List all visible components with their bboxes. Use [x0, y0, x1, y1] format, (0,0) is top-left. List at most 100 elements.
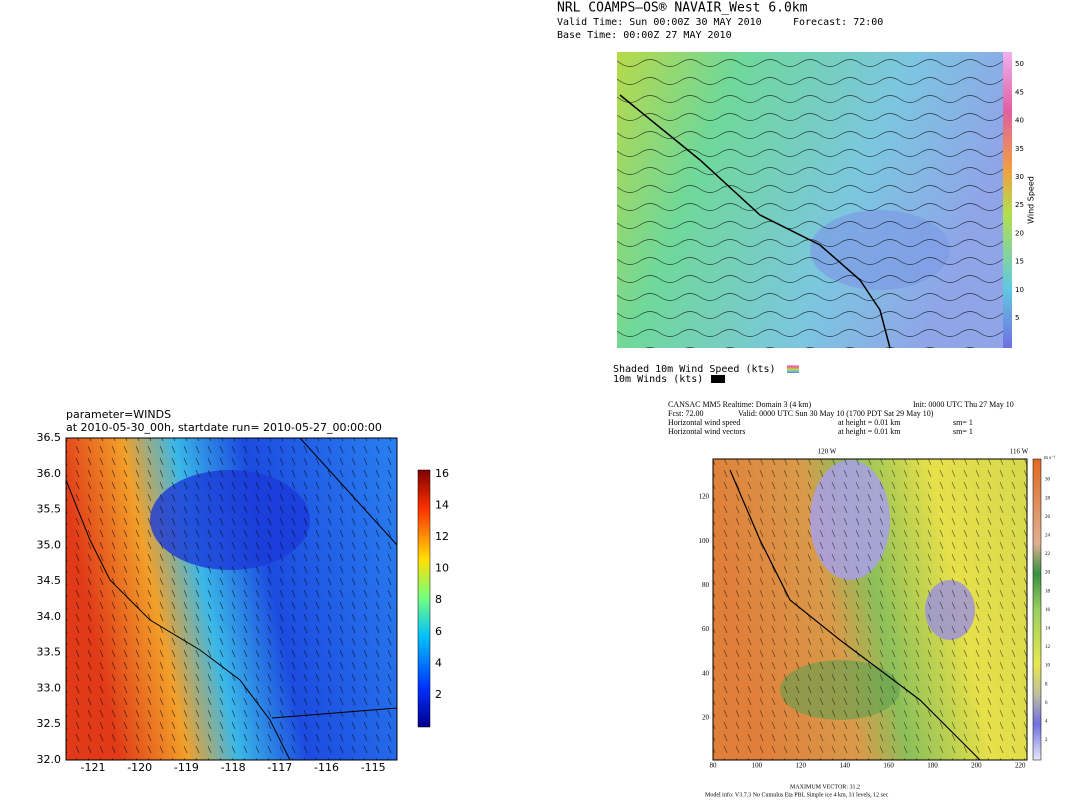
y-tick-label: 60 — [702, 625, 710, 633]
y-tick-label: 35.0 — [37, 538, 62, 551]
colorbar-tick-label: 6 — [1045, 701, 1048, 706]
header-text: Init: 0000 UTC Thu 27 May 10 — [913, 400, 1014, 409]
x-tick-label: 100 — [752, 762, 763, 770]
y-tick-label: 40 — [702, 669, 710, 677]
colorbar-tick-label: 40 — [1015, 117, 1024, 125]
y-tick-label: 20 — [702, 714, 710, 722]
coamps-base: Base Time: 00:00Z 27 MAY 2010 — [557, 30, 732, 41]
x-tick-label: -121 — [81, 761, 106, 774]
colorbar-tick-label: 12 — [435, 530, 449, 543]
coastline — [619, 94, 891, 349]
header-text: sm= 1 — [953, 427, 973, 436]
y-tick-label: 32.0 — [37, 753, 62, 766]
colorbar-tick-label: 6 — [435, 625, 442, 638]
y-tick-label: 32.5 — [37, 717, 62, 730]
x-tick-label: 80 — [710, 762, 718, 770]
colorbar-tick-label: 2 — [435, 688, 442, 701]
legend-swatch — [787, 365, 799, 373]
colorbar-tick-label: 26 — [1045, 515, 1051, 520]
y-tick-label: 33.0 — [37, 681, 62, 694]
colorbar-tick-label: 16 — [435, 467, 449, 480]
x-tick-label: 160 — [883, 762, 894, 770]
colorbar-tick-label: 5 — [1015, 314, 1019, 322]
x-tick-label: -117 — [267, 761, 292, 774]
colorbar-tick-label: 15 — [1015, 258, 1024, 266]
colorbar-tick-label: 20 — [1015, 229, 1024, 237]
x-tick-label: 140 — [839, 762, 850, 770]
lon-label: 120 W — [818, 448, 837, 456]
colorbar-tick-label: 24 — [1045, 534, 1051, 539]
colorbar-tick-label: 28 — [1045, 496, 1051, 501]
wrf-panel: parameter=WINDS at 2010-05-30_00h, start… — [37, 408, 450, 774]
colorbar-label: Wind Speed — [1027, 176, 1036, 224]
colorbar-tick-label: 22 — [1045, 552, 1051, 557]
y-tick-label: 33.5 — [37, 646, 62, 659]
legend-text: Shaded 10m Wind Speed (kts) — [613, 364, 776, 375]
legend-text: 10m Winds (kts) — [613, 374, 703, 385]
header-text: Valid: 0000 UTC Sun 30 May 10 (1700 PDT … — [738, 409, 934, 418]
y-tick-label: 35.5 — [37, 503, 62, 516]
header-text: sm= 1 — [953, 418, 973, 427]
x-tick-label: -116 — [314, 761, 339, 774]
footer-text: Model info: V3.7.3 No Cumulus Eta PBL Si… — [705, 791, 889, 798]
colorbar-tick-label: 45 — [1015, 88, 1024, 96]
header-text: at height = 0.01 km — [838, 418, 901, 427]
mm5-panel: CANSAC MM5 Realtime: Domain 3 (4 km) Init… — [668, 400, 1056, 799]
coamps-forecast: Forecast: 72:00 — [793, 17, 883, 28]
wind-vectors — [66, 438, 397, 760]
colorbar-tick-label: 10 — [1015, 286, 1024, 294]
wrf-subtitle: at 2010-05-30_00h, startdate run= 2010-0… — [66, 421, 382, 434]
header-text: Horizontal wind speed — [668, 418, 740, 427]
wind-vectors — [713, 459, 1027, 760]
border — [271, 437, 398, 719]
x-tick-label: 220 — [1015, 762, 1026, 770]
colorbar-tick-label: 16 — [1045, 608, 1051, 613]
y-tick-label: 120 — [699, 493, 710, 501]
colorbar-tick-label: 10 — [435, 562, 449, 575]
plot-frame — [65, 437, 398, 761]
streamlines — [617, 52, 1003, 348]
colorbar-tick-label: 50 — [1015, 60, 1024, 68]
header-text: Horizontal wind vectors — [668, 427, 745, 436]
x-tick-label: -120 — [127, 761, 152, 774]
x-tick-label: -118 — [221, 761, 246, 774]
colorbar-tick-label: 4 — [1045, 720, 1048, 725]
x-tick-label: 180 — [927, 762, 938, 770]
coastline — [65, 479, 291, 761]
footer-text: MAXIMUM VECTOR: 31.2 — [790, 784, 860, 790]
x-tick-label: -119 — [174, 761, 199, 774]
colorbar-tick-label: 10 — [1045, 664, 1051, 669]
colorbar-tick-label: 14 — [1045, 627, 1051, 632]
y-tick-label: 100 — [699, 537, 710, 545]
legend-swatch — [711, 375, 725, 383]
colorbar-tick-label: 30 — [1015, 173, 1024, 181]
coastline — [729, 469, 981, 761]
colorbar-tick-label: 20 — [1045, 571, 1051, 576]
colorbar-tick-label: 12 — [1045, 645, 1051, 650]
colorbar — [1032, 458, 1042, 761]
colorbar-unit: m s⁻¹ — [1044, 455, 1056, 461]
y-tick-label: 34.5 — [37, 574, 62, 587]
y-tick-label: 80 — [702, 581, 710, 589]
colorbar-tick-label: 8 — [435, 593, 442, 606]
colorbar-tick-label: 4 — [435, 656, 442, 669]
colorbar-tick-label: 18 — [1045, 589, 1051, 594]
x-tick-label: 200 — [971, 762, 982, 770]
lon-label: 116 W — [1010, 448, 1029, 456]
colorbar — [1003, 52, 1012, 348]
colorbar-tick-label: 25 — [1015, 201, 1024, 209]
coamps-valid: Valid Time: Sun 00:00Z 30 MAY 2010 — [557, 17, 762, 28]
colorbar-tick-label: 14 — [435, 498, 449, 511]
y-tick-label: 34.0 — [37, 610, 62, 623]
colorbar-tick-label: 2 — [1045, 738, 1048, 743]
x-tick-label: -115 — [361, 761, 386, 774]
colorbar-tick-label: 35 — [1015, 145, 1024, 153]
y-tick-label: 36.5 — [37, 431, 62, 444]
plot-frame — [712, 458, 1028, 761]
y-tick-label: 36.0 — [37, 467, 62, 480]
header-text: CANSAC MM5 Realtime: Domain 3 (4 km) — [668, 400, 811, 409]
header-text: Fcst: 72.00 — [668, 409, 704, 418]
colorbar-tick-label: 30 — [1045, 478, 1051, 483]
colorbar-tick-label: 8 — [1045, 682, 1048, 687]
